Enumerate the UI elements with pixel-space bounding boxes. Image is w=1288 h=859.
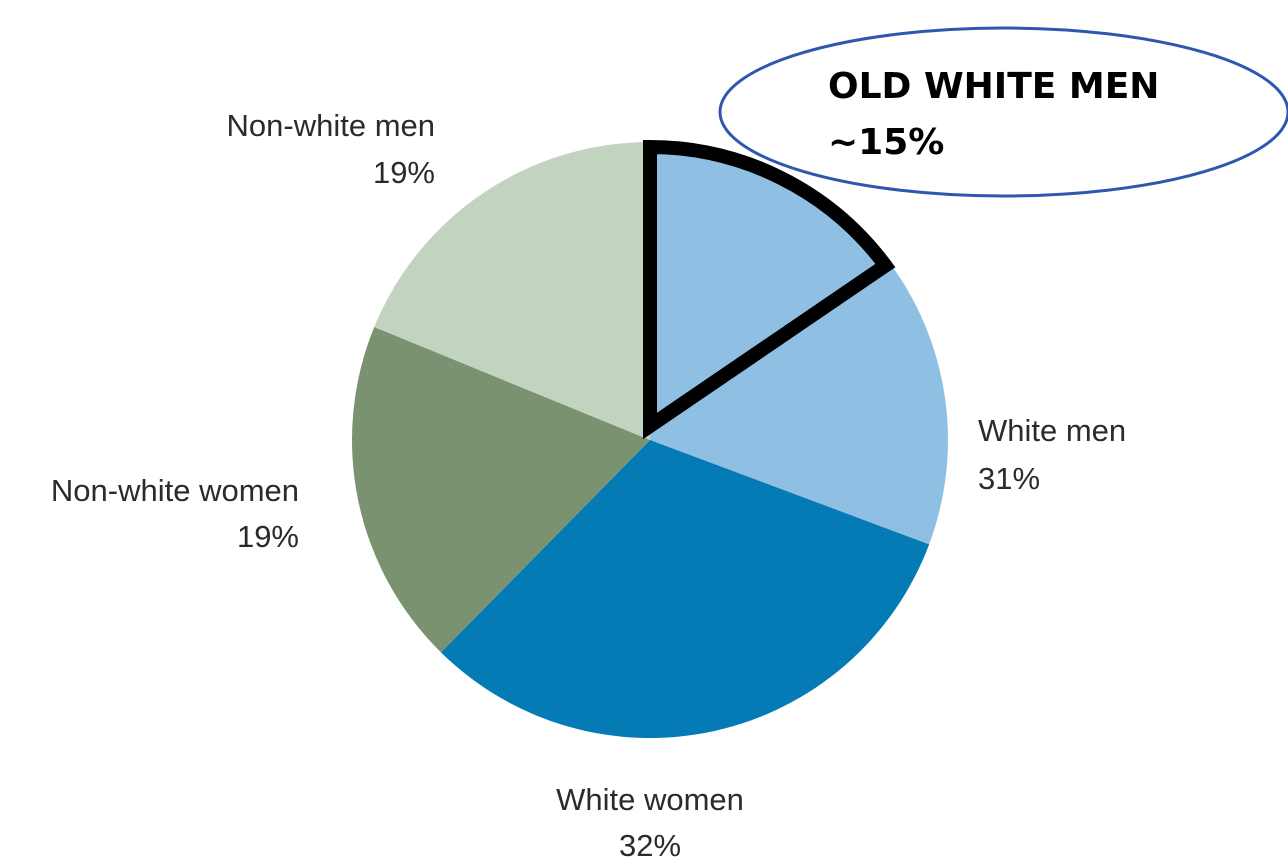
pie-slice-non-white-women [351,327,650,653]
slice-labels: White men 31% White women 32% Non-white … [51,108,1126,859]
callout-ellipse [718,26,1288,198]
old-white-men-highlight-outline [643,139,896,440]
old-white-men-callout: OLD WHITE MEN ~15% [718,26,1288,198]
label-white-men-name: White men [978,413,1126,448]
label-non-white-women-name: Non-white women [51,473,299,508]
label-non-white-men-pct: 19% [373,155,435,190]
callout-line-2: ~15% [828,122,944,163]
pie-slice-white-women [440,440,930,739]
pie-slices [351,142,949,739]
pie-slice-non-white-men [374,142,650,440]
label-white-women-pct: 32% [619,828,681,859]
label-non-white-men-name: Non-white men [227,108,435,143]
label-white-women-name: White women [556,782,744,817]
label-white-men-pct: 31% [978,461,1040,496]
label-non-white-women-pct: 19% [237,519,299,554]
pie-slice-white-men [650,142,949,545]
callout-line-1: OLD WHITE MEN [828,66,1159,107]
